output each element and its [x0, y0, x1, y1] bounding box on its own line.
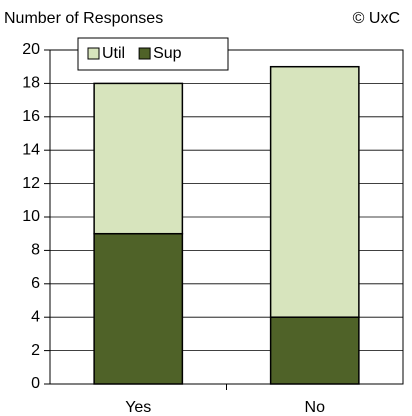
legend-label: Util: [102, 45, 125, 62]
y-tick-label: 20: [22, 41, 40, 58]
y-tick-label: 4: [31, 308, 40, 325]
copyright: © UxC: [353, 10, 400, 27]
legend-box: [77, 37, 229, 71]
y-tick-label: 8: [31, 242, 40, 259]
bar-segment: [269, 316, 360, 385]
y-tick-label: 0: [31, 375, 40, 392]
y-tick-label: 14: [22, 141, 40, 158]
legend-swatch: [138, 47, 151, 60]
y-tick-label: 18: [22, 75, 40, 92]
y-tick-label: 16: [22, 108, 40, 125]
y-tick-label: 6: [31, 275, 40, 292]
y-tick-label: 10: [22, 208, 40, 225]
bar-segment: [269, 65, 360, 318]
x-tick-label: Yes: [125, 399, 151, 416]
legend-label: Sup: [153, 45, 182, 62]
legend-swatch: [87, 47, 100, 60]
bar-segment: [93, 82, 184, 235]
y-tick-label: 2: [31, 342, 40, 359]
x-tick-label: No: [305, 399, 326, 416]
chart-title: Number of Responses: [4, 10, 163, 27]
y-tick-label: 12: [22, 175, 40, 192]
bar-segment: [93, 232, 184, 385]
